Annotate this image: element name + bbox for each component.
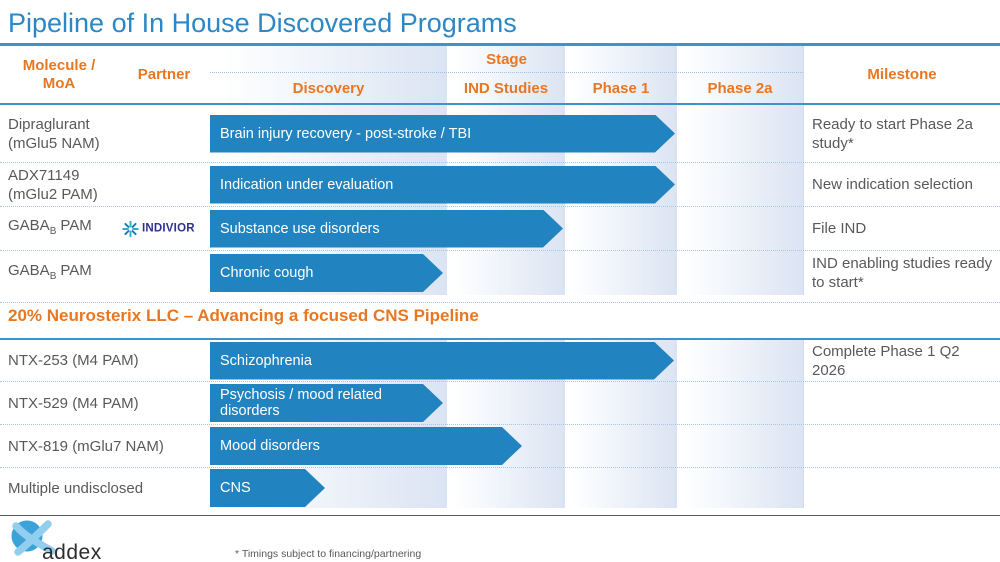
program-label: Brain injury recovery - post-stroke / TB… — [220, 125, 472, 142]
table-header: Molecule / MoA Partner Stage Discovery I… — [0, 46, 1000, 105]
stage-header-ind-studies: IND Studies — [463, 79, 549, 97]
footer: addex Therapeutics * Timings subject to … — [0, 516, 1000, 562]
phase2a-column-band — [677, 46, 803, 295]
title-divider — [0, 43, 1000, 46]
molecule-cell: NTX-819 (mGlu7 NAM) — [0, 425, 210, 467]
pipeline-arrow: Chronic cough — [210, 254, 443, 292]
table-row: Dipraglurant (mGlu5 NAM) Brain injury re… — [0, 105, 1000, 163]
table-row: ADX71149 (mGlu2 PAM) Indication under ev… — [0, 163, 1000, 207]
stage-cell: Brain injury recovery - post-stroke / TB… — [210, 105, 803, 162]
stage-cell: Indication under evaluation — [210, 163, 803, 206]
stage-header-discovery: Discovery — [292, 79, 365, 97]
pipeline-arrow: Substance use disorders — [210, 210, 563, 248]
molecule-name: NTX-529 (M4 PAM) — [8, 394, 139, 412]
molecule-cell: NTX-253 (M4 PAM) — [0, 340, 210, 381]
stage-column-group: Stage Discovery IND Studies Phase 1 Phas… — [210, 46, 803, 103]
molecule-name: Dipraglurant — [8, 115, 90, 133]
main-pipeline-table: Molecule / MoA Partner Stage Discovery I… — [0, 46, 1000, 295]
stage-cell: Substance use disorders — [210, 207, 803, 250]
milestone-cell — [803, 382, 1000, 424]
program-label: Indication under evaluation — [220, 176, 394, 193]
indivior-logo: INDIVIOR — [122, 220, 195, 237]
table-row: GABAB PAM INDIVIOR — [0, 207, 1000, 251]
program-label: Mood disorders — [220, 438, 320, 454]
program-label: Schizophrenia — [220, 352, 312, 369]
table-row: NTX-819 (mGlu7 NAM) Mood disorders — [0, 425, 1000, 468]
footnote: * Timings subject to financing/partnerin… — [235, 548, 422, 560]
molecule-column-header: Molecule / MoA — [22, 56, 96, 92]
neurosterix-pipeline-table: NTX-253 (M4 PAM) Schizophrenia Complete … — [0, 340, 1000, 508]
addex-fish-icon — [11, 520, 56, 556]
stage-group-header: Stage — [210, 46, 803, 73]
molecule-cell: GABAB PAM — [0, 251, 210, 295]
milestone-cell: IND enabling studies ready to start* — [803, 251, 1000, 295]
table-row: NTX-253 (M4 PAM) Schizophrenia Complete … — [0, 340, 1000, 382]
molecule-cell: ADX71149 (mGlu2 PAM) — [0, 163, 210, 206]
milestone-cell — [803, 425, 1000, 467]
milestone-cell: File IND — [803, 207, 1000, 250]
table-row: NTX-529 (M4 PAM) Psychosis / mood relate… — [0, 382, 1000, 425]
molecule-cell: NTX-529 (M4 PAM) — [0, 382, 210, 424]
program-label: CNS — [220, 480, 251, 496]
stage-cell: Schizophrenia — [210, 340, 803, 381]
molecule-name: GABA — [8, 217, 50, 234]
pipeline-arrow: Psychosis / mood related disorders — [210, 384, 443, 422]
molecule-moa: PAM — [60, 217, 92, 234]
molecule-name: GABA — [8, 261, 50, 279]
section-divider — [0, 302, 1000, 303]
molecule-name: ADX71149 — [8, 166, 80, 184]
footer-divider — [0, 515, 1000, 516]
table-row: GABAB PAM Chronic cough IND enabling stud… — [0, 251, 1000, 295]
milestone-column-header: Milestone — [803, 46, 1000, 103]
pipeline-arrow: Mood disorders — [210, 427, 522, 465]
molecule-name: NTX-253 (M4 PAM) — [8, 352, 139, 369]
table-row: Multiple undisclosed CNS — [0, 468, 1000, 508]
pipeline-arrow: Brain injury recovery - post-stroke / TB… — [210, 115, 675, 153]
molecule-subscript: B — [49, 226, 57, 237]
pipeline-arrow: Indication under evaluation — [210, 166, 675, 204]
molecule-cell: GABAB PAM INDIVIOR — [0, 207, 210, 250]
addex-wordmark: addex — [42, 541, 102, 562]
program-label: Substance use disorders — [220, 220, 380, 237]
milestone-cell: New indication selection — [803, 163, 1000, 206]
stage-cell: Psychosis / mood related disorders — [210, 382, 803, 424]
stage-cell: Mood disorders — [210, 425, 803, 467]
molecule-name: Multiple undisclosed — [8, 479, 144, 497]
milestone-cell: Ready to start Phase 2a study* — [803, 105, 1000, 162]
program-label: Chronic cough — [220, 265, 314, 281]
molecule-moa: PAM — [60, 261, 92, 279]
molecule-moa: (mGlu5 NAM) — [8, 134, 100, 152]
addex-logo: addex Therapeutics — [10, 519, 140, 562]
milestone-cell — [803, 468, 1000, 508]
molecule-name: NTX-819 (mGlu7 NAM) — [8, 437, 164, 455]
indivior-wordmark: INDIVIOR — [142, 222, 195, 235]
partner-column-header: Partner — [137, 66, 191, 83]
stage-cell: CNS — [210, 468, 803, 508]
molecule-cell: Multiple undisclosed — [0, 468, 210, 508]
milestone-cell: Complete Phase 1 Q2 2026 — [803, 340, 1000, 381]
indivior-starburst-icon — [122, 220, 139, 237]
pipeline-arrow: Schizophrenia — [210, 342, 674, 380]
molecule-cell: Dipraglurant (mGlu5 NAM) — [0, 105, 210, 162]
neurosterix-section: 20% Neurosterix LLC – Advancing a focuse… — [0, 302, 1000, 340]
section-title: 20% Neurosterix LLC – Advancing a focuse… — [8, 306, 479, 325]
molecule-moa: (mGlu2 PAM) — [8, 185, 98, 203]
molecule-subscript: B — [49, 270, 57, 282]
stage-cell: Chronic cough — [210, 251, 803, 295]
footnotes-left: * Timings subject to financing/partnerin… — [235, 522, 421, 562]
stage-header-phase1: Phase 1 — [592, 79, 650, 97]
footnotes-right: PTSD = Post-traumatic stress disorder PA… — [455, 535, 634, 562]
stage-header-phase2a: Phase 2a — [707, 79, 773, 97]
pipeline-arrow: CNS — [210, 469, 325, 507]
program-label: Psychosis / mood related disorders — [220, 387, 382, 419]
page-title: Pipeline of In House Discovered Programs — [8, 8, 517, 38]
